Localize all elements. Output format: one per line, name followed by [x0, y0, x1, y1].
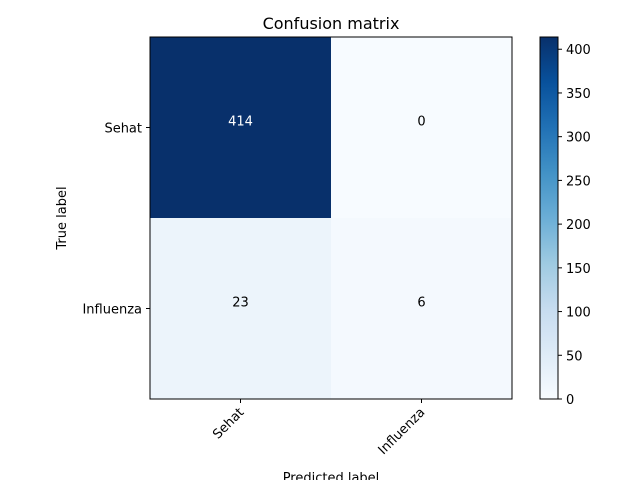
colorbar-tick-label: 200	[566, 218, 591, 233]
colorbar-tick-label: 150	[566, 262, 591, 277]
colorbar	[539, 36, 559, 400]
x-axis-ticks: Sehat Influenza	[210, 399, 428, 458]
cell-value-r0-c1: 0	[417, 115, 425, 130]
heatmap-cell-labels: 414 0 23 6	[228, 115, 426, 311]
colorbar-tick-label: 250	[566, 174, 591, 189]
heatmap-cell-r0-c1	[331, 37, 512, 218]
x-tick-label: Sehat	[210, 405, 247, 442]
colorbar-tick-label: 50	[566, 349, 583, 364]
heatmap-cell-r0-c0	[150, 37, 331, 218]
heatmap-cell-r1-c1	[331, 218, 512, 399]
cell-value-r1-c0: 23	[232, 296, 249, 311]
heatmap-cell-r1-c0	[150, 218, 331, 399]
y-tick-label: Influenza	[82, 303, 142, 318]
colorbar-tick-label: 400	[566, 43, 591, 58]
heatmap-cells	[150, 37, 512, 399]
cell-value-r1-c1: 6	[417, 296, 425, 311]
colorbar-tick-label: 100	[566, 306, 591, 321]
x-axis-label: Predicted label	[283, 471, 380, 480]
chart-title: Confusion matrix	[263, 14, 400, 33]
colorbar-tick-label: 0	[566, 393, 574, 408]
colorbar-tick-label: 350	[566, 87, 591, 102]
plot-frame	[149, 36, 513, 400]
colorbar-tick-label: 300	[566, 131, 591, 146]
y-tick-label: Sehat	[104, 122, 142, 137]
cell-value-r0-c0: 414	[228, 115, 253, 130]
y-axis-label: True label	[55, 186, 70, 250]
x-tick-label: Influenza	[376, 405, 429, 458]
colorbar-ticks: 0 50 100 150 200 250 300 350 400	[558, 43, 591, 408]
y-axis-ticks: Sehat Influenza	[82, 122, 150, 318]
